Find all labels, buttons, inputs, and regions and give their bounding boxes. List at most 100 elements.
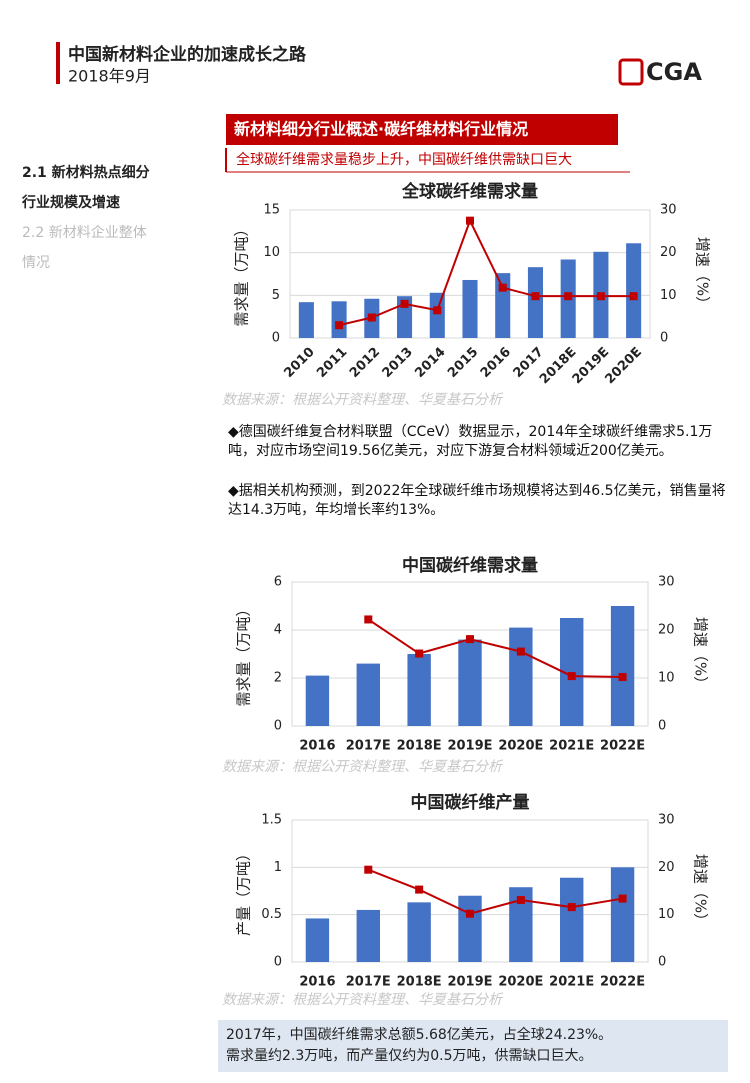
summary-line: 需求量约2.3万吨，而产量仅约为0.5万吨，供需缺口巨大。 xyxy=(226,1048,593,1064)
nav-item[interactable]: 2.2 新材料企业整体 xyxy=(22,224,147,241)
line-marker xyxy=(567,672,576,681)
x-tick-label: 2022E xyxy=(600,739,645,754)
bar xyxy=(458,895,482,962)
bar xyxy=(305,675,330,726)
y2-tick-label: 30 xyxy=(658,575,675,590)
bullet: ◆据相关机构预测，到2022年全球碳纤维市场规模将达到46.5亿美元，销售量将达… xyxy=(228,483,726,518)
line-marker xyxy=(415,649,424,658)
logo-text: CGA xyxy=(646,58,702,86)
bar xyxy=(462,279,478,338)
bar xyxy=(407,654,431,726)
doc-date: 2018年9月 xyxy=(68,67,151,86)
x-tick-label: 2018E xyxy=(397,975,442,990)
line-marker xyxy=(596,292,605,301)
x-tick-label: 2021E xyxy=(549,739,594,754)
x-tick-label: 2019E xyxy=(447,975,492,990)
y-tick-label: 0.5 xyxy=(261,907,282,922)
line-marker xyxy=(367,313,376,322)
x-tick-label: 2018E xyxy=(397,739,442,754)
y-tick-label: 5 xyxy=(272,288,280,303)
logo-icon xyxy=(618,58,644,86)
y-tick-label: 0 xyxy=(272,331,280,346)
logo: CGA xyxy=(618,58,702,86)
line-marker xyxy=(567,903,576,912)
nav-item[interactable]: 2.1 新材料热点细分 xyxy=(22,164,150,181)
x-tick-label: 2015 xyxy=(445,345,481,381)
line-marker xyxy=(629,292,638,301)
y-tick-label: 0 xyxy=(274,955,282,970)
line-marker xyxy=(466,909,474,918)
y-tick-label: 0 xyxy=(274,719,282,734)
bar xyxy=(356,909,380,962)
chart-title: 中国碳纤维产量 xyxy=(411,792,530,813)
x-tick-label: 2021E xyxy=(549,975,594,990)
x-tick-label: 2012 xyxy=(347,345,383,381)
line-marker xyxy=(516,647,525,656)
line-marker xyxy=(498,283,507,292)
y-tick-label: 6 xyxy=(274,575,282,590)
source-note: 数据来源：根据公开资料整理、华夏基石分析 xyxy=(222,759,504,775)
line xyxy=(367,868,623,915)
line-marker xyxy=(364,615,373,624)
doc-title: 中国新材料企业的加速成长之路 xyxy=(68,44,307,65)
line-marker xyxy=(564,292,573,301)
nav-item[interactable]: 行业规模及增速 xyxy=(21,194,120,211)
x-tick-label: 2016 xyxy=(299,739,335,754)
x-tick-label: 2020E xyxy=(498,975,543,990)
line-marker xyxy=(618,673,627,682)
y-axis-label: 需求量（万吨） xyxy=(235,601,253,706)
y2-tick-label: 0 xyxy=(660,331,668,346)
y2-tick-label: 20 xyxy=(660,245,677,260)
x-tick-label: 2017E xyxy=(346,739,391,754)
y-tick-label: 4 xyxy=(274,623,282,638)
x-tick-label: 2020E xyxy=(498,739,543,754)
y2-tick-label: 20 xyxy=(658,860,675,875)
y2-axis-label: 增速（%） xyxy=(692,854,710,928)
y2-tick-label: 10 xyxy=(658,671,675,686)
nav-item[interactable]: 情况 xyxy=(22,255,50,271)
summary-line: 2017年，中国碳纤维需求总额5.68亿美元，占全球24.23%。 xyxy=(226,1026,612,1043)
y2-tick-label: 30 xyxy=(660,203,677,218)
source-note: 数据来源：根据公开资料整理、华夏基石分析 xyxy=(222,392,504,408)
line-marker xyxy=(466,216,474,225)
bar xyxy=(560,877,584,962)
x-tick-label: 2010 xyxy=(281,345,317,381)
x-tick-label: 2017E xyxy=(346,975,391,990)
line-marker xyxy=(531,292,540,301)
x-tick-label: 2013 xyxy=(380,345,416,381)
bar xyxy=(527,267,543,338)
bar xyxy=(305,918,330,962)
bar xyxy=(560,618,584,726)
line xyxy=(367,618,623,679)
x-tick-label: 2016 xyxy=(478,345,514,381)
bar xyxy=(626,243,642,338)
section-subtitle: 全球碳纤维需求量稳步上升，中国碳纤维供需缺口巨大 xyxy=(236,151,572,168)
line xyxy=(338,218,634,327)
y-tick-label: 2 xyxy=(274,671,282,686)
x-tick-label: 2022E xyxy=(600,975,645,990)
x-tick-label: 2014 xyxy=(412,345,448,381)
line-marker xyxy=(516,895,525,904)
x-tick-label: 2011 xyxy=(314,345,350,381)
header-bar xyxy=(56,42,60,84)
bar xyxy=(610,606,635,726)
bar xyxy=(495,273,511,338)
y2-tick-label: 30 xyxy=(658,813,675,828)
y-axis-label: 需求量（万吨） xyxy=(233,221,251,326)
y2-axis-label: 增速（%） xyxy=(692,617,710,691)
section-title: 新材料细分行业概述·碳纤维材料行业情况 xyxy=(234,120,528,139)
chart-title: 全球碳纤维需求量 xyxy=(401,181,538,202)
line-marker xyxy=(433,306,442,315)
line-marker xyxy=(415,885,424,894)
line-marker xyxy=(400,299,409,308)
y2-tick-label: 10 xyxy=(660,288,677,303)
bar xyxy=(429,292,445,338)
y2-axis-label: 增速（%） xyxy=(694,237,712,311)
bar xyxy=(356,663,380,726)
y-tick-label: 1.5 xyxy=(261,813,282,828)
bullet: ◆德国碳纤维复合材料联盟（CCeV）数据显示，2014年全球碳纤维需求5.1万吨… xyxy=(228,424,713,459)
bar xyxy=(509,887,533,962)
bar xyxy=(509,627,533,726)
